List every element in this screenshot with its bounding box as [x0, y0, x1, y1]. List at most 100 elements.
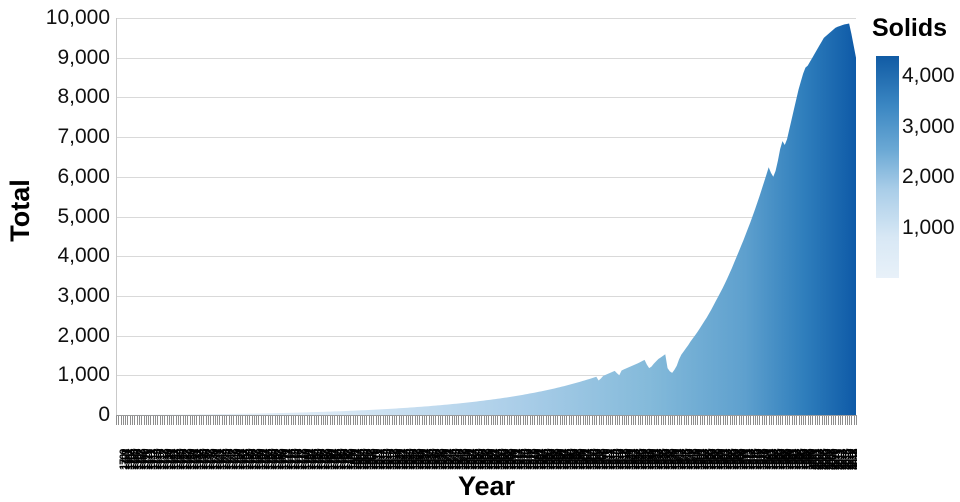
y-tick-label: 10,000	[45, 6, 110, 29]
x-tick	[534, 416, 536, 425]
x-tick	[430, 416, 432, 425]
x-tick	[152, 416, 154, 425]
legend-title: Solids	[872, 14, 948, 42]
x-tick	[446, 416, 448, 425]
x-tick	[614, 416, 616, 425]
x-tick	[203, 416, 205, 425]
x-tick	[246, 416, 248, 425]
x-tick	[325, 416, 327, 425]
x-axis-tick-labels: 1700 1701 1702 1703 1704 1705 1706 1707 1708 1709…	[116, 424, 857, 472]
x-tick	[713, 416, 715, 425]
x-tick	[796, 416, 798, 425]
colorbar-tick-label: 3,000	[902, 114, 955, 138]
x-tick	[228, 416, 230, 425]
x-tick	[166, 416, 168, 425]
colorbar-tick-label: 2,000	[902, 165, 955, 189]
x-tick	[458, 416, 460, 425]
x-tick	[398, 416, 400, 425]
x-tick	[580, 416, 582, 425]
x-tick	[120, 416, 122, 425]
x-tick	[145, 416, 147, 425]
x-tick	[844, 416, 846, 425]
x-tick	[764, 416, 766, 425]
x-tick	[826, 416, 828, 425]
x-tick	[242, 416, 244, 425]
x-tick	[467, 416, 469, 425]
x-tick	[633, 416, 635, 425]
x-tick	[141, 416, 143, 425]
x-tick	[568, 416, 570, 425]
x-tick	[637, 416, 639, 425]
x-tick	[610, 416, 612, 425]
x-tick	[373, 416, 375, 425]
x-tick	[341, 416, 343, 425]
x-tick	[143, 416, 145, 425]
x-tick	[683, 416, 685, 425]
x-tick	[793, 416, 795, 425]
x-tick	[653, 416, 655, 425]
x-tick	[518, 416, 520, 425]
x-tick	[525, 416, 527, 425]
x-tick	[656, 416, 658, 425]
x-tick	[672, 416, 674, 425]
x-tick	[173, 416, 175, 425]
x-tick	[237, 416, 239, 425]
x-tick	[745, 416, 747, 425]
x-tick	[196, 416, 198, 425]
x-tick	[338, 416, 340, 425]
x-tick	[685, 416, 687, 425]
x-tick	[619, 416, 621, 425]
x-tick	[191, 416, 193, 425]
x-tick	[419, 416, 421, 425]
x-tick	[582, 416, 584, 425]
x-tick	[798, 416, 800, 425]
x-tick	[727, 416, 729, 425]
x-tick	[856, 416, 857, 425]
x-tick	[660, 416, 662, 425]
x-tick	[665, 416, 667, 425]
x-tick	[451, 416, 453, 425]
x-tick	[212, 416, 214, 425]
x-tick	[256, 416, 258, 425]
x-tick	[125, 416, 127, 425]
x-tick	[136, 416, 138, 425]
x-tick	[679, 416, 681, 425]
x-tick	[371, 416, 373, 425]
x-tick	[449, 416, 451, 425]
x-tick	[210, 416, 212, 425]
x-tick	[322, 416, 324, 425]
y-axis-tick-labels: 0 1,000 2,000 3,000 4,000 5,000 6,000 7,000 8,00…	[30, 0, 114, 430]
colorbar-gradient	[876, 56, 899, 278]
x-tick	[552, 416, 554, 425]
x-tick	[286, 416, 288, 425]
x-tick	[557, 416, 559, 425]
x-axis-title-label: Year	[457, 470, 516, 501]
x-tick	[207, 416, 209, 425]
y-tick-label: 5,000	[57, 204, 110, 228]
x-tick	[828, 416, 830, 425]
x-tick	[394, 416, 396, 425]
x-tick	[761, 416, 763, 425]
x-tick	[527, 416, 529, 425]
x-tick	[233, 416, 235, 425]
x-tick	[766, 416, 768, 425]
x-tick	[396, 416, 398, 425]
x-tick	[164, 416, 166, 425]
x-tick	[182, 416, 184, 425]
x-tick	[538, 416, 540, 425]
x-tick	[697, 416, 699, 425]
x-tick	[132, 416, 134, 425]
y-axis-line	[116, 18, 117, 416]
x-tick	[336, 416, 338, 425]
x-tick	[789, 416, 791, 425]
x-tick	[743, 416, 745, 425]
x-tick	[584, 416, 586, 425]
x-tick	[702, 416, 704, 425]
x-tick	[575, 416, 577, 425]
y-tick-label: 6,000	[57, 164, 110, 188]
x-tick	[849, 416, 851, 425]
x-tick	[403, 416, 405, 425]
x-tick	[479, 416, 481, 425]
x-tick	[621, 416, 623, 425]
x-tick	[669, 416, 671, 425]
